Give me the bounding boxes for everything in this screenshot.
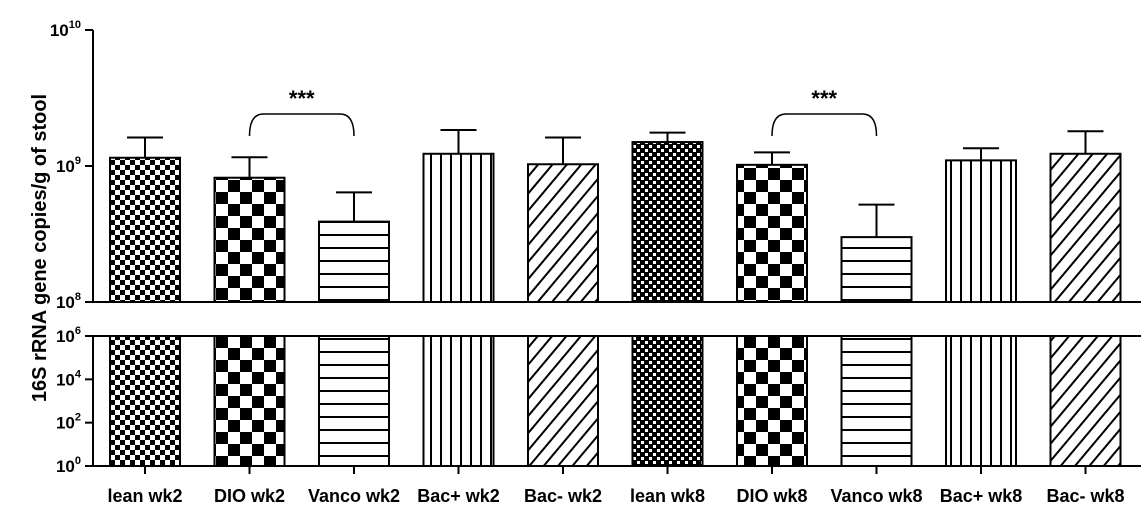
y-tick-exponent: 4 (75, 368, 82, 380)
y-axis-label: 16S rRNA gene copies/g of stool (29, 94, 51, 402)
y-tick-label: 104 (56, 368, 82, 389)
bar-lower (527, 335, 599, 467)
x-tick-label: lean wk2 (107, 486, 182, 506)
bar-lower (840, 335, 913, 467)
x-tick-label: DIO wk8 (736, 486, 807, 506)
y-tick-label: 109 (56, 155, 81, 176)
x-tick-label: Bac+ wk8 (940, 486, 1023, 506)
y-tick-base: 10 (56, 293, 75, 312)
y-tick-label: 106 (56, 325, 81, 346)
y-tick-exponent: 2 (75, 412, 81, 424)
y-tick-base: 10 (56, 370, 75, 389)
y-tick-exponent: 9 (75, 155, 81, 167)
significance-label: *** (811, 86, 837, 111)
y-tick-base: 10 (56, 327, 75, 346)
bar-upper (631, 141, 704, 303)
y-tick-label: 1010 (50, 19, 81, 40)
y-tick-exponent: 10 (69, 19, 81, 31)
x-tick-label: Vanco wk2 (308, 486, 400, 506)
bar-upper (736, 163, 808, 303)
bar-lower (945, 335, 1017, 467)
y-tick-base: 10 (50, 21, 69, 40)
significance-bracket (248, 113, 355, 137)
bar-lower (736, 335, 808, 467)
bar-upper (213, 176, 286, 303)
bar-upper (527, 163, 599, 303)
y-tick-base: 10 (56, 157, 75, 176)
y-tick-base: 10 (56, 457, 75, 476)
bar-lower (318, 335, 390, 467)
x-tick-label: lean wk8 (630, 486, 705, 506)
bar-upper (422, 152, 495, 303)
x-tick-label: Bac- wk2 (524, 486, 602, 506)
y-tick-exponent: 0 (75, 455, 81, 467)
bar-upper (840, 236, 913, 303)
bar-upper (1049, 152, 1122, 303)
y-tick-base: 10 (56, 414, 75, 433)
bars (109, 113, 1122, 467)
y-tick-label: 108 (56, 291, 81, 312)
y-tick-exponent: 8 (75, 291, 81, 303)
significance-bracket (771, 113, 878, 137)
bar-upper (109, 156, 181, 303)
bar-lower (631, 335, 704, 467)
bar-upper (318, 220, 390, 304)
y-tick-label: 100 (56, 455, 81, 476)
y-tick-exponent: 6 (75, 325, 81, 337)
x-tick-label: Bac- wk8 (1046, 486, 1124, 506)
y-tick-label: 102 (56, 412, 81, 433)
x-tick-label: Bac+ wk2 (417, 486, 500, 506)
bar-lower (1049, 335, 1122, 467)
bar-lower (213, 335, 286, 467)
x-tick-label: Vanco wk8 (830, 486, 922, 506)
significance-label: *** (289, 86, 315, 111)
bar-upper (945, 159, 1017, 303)
x-tick-label: DIO wk2 (214, 486, 285, 506)
bar-lower (422, 335, 495, 467)
bar-lower (109, 335, 181, 467)
